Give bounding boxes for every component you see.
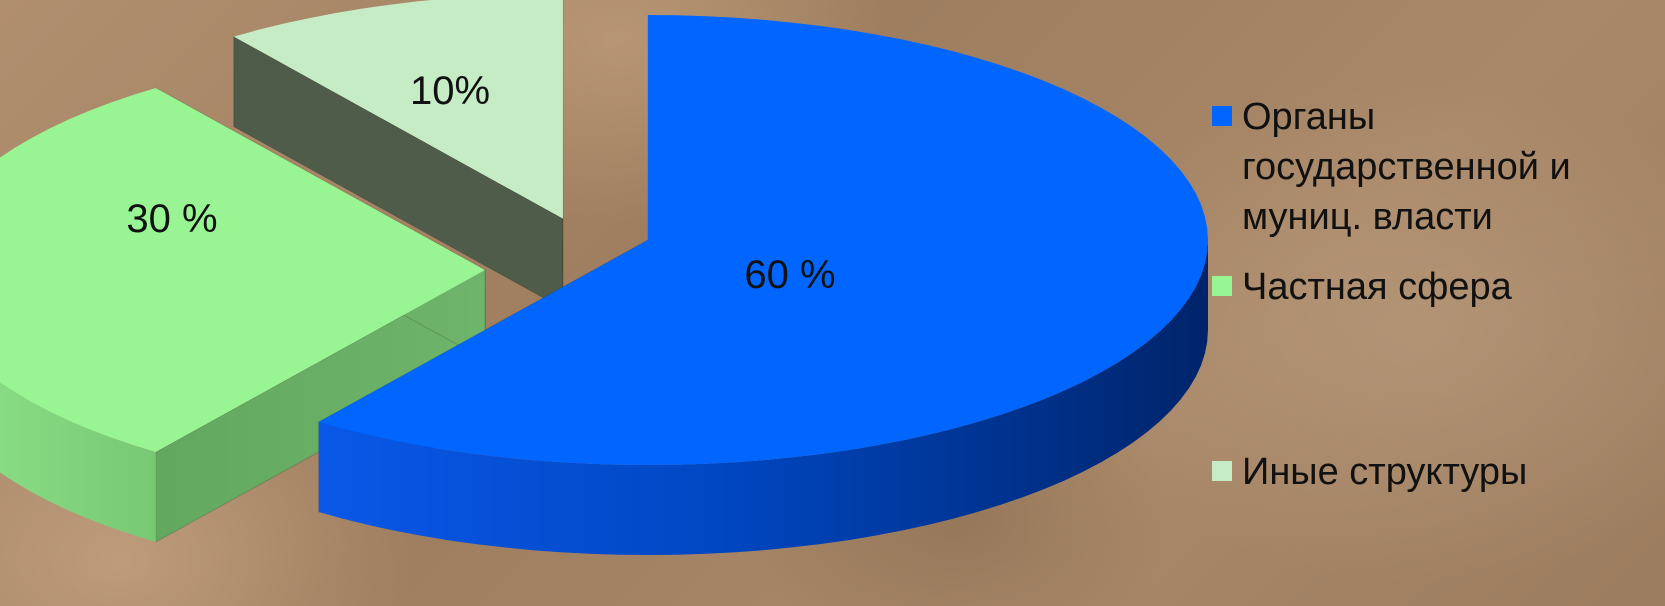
legend-swatch-gov: [1212, 106, 1232, 126]
slice-other-cut-0: [233, 35, 564, 310]
legend-label-gov: Органы государственной и муниц. власти: [1242, 96, 1571, 238]
legend-item-gov: Органы государственной и муниц. власти: [1212, 92, 1571, 242]
slice-label-gov: 60 %: [744, 253, 835, 297]
legend-item-other: Иные структуры: [1212, 447, 1527, 497]
slice-private-side-0: [0, 382, 156, 542]
slice-gov-top: [318, 15, 1208, 465]
slice-label-private: 30 %: [126, 197, 217, 241]
legend-swatch-other: [1212, 461, 1232, 481]
slice-label-other: 10%: [410, 69, 490, 113]
slice-private-top: [0, 88, 485, 452]
legend-item-private: Частная сфера: [1212, 262, 1512, 312]
legend-swatch-private: [1212, 276, 1232, 296]
slice-gov-side-0: [318, 240, 1208, 555]
slice-other-top: [233, 0, 563, 219]
legend-label-private: Частная сфера: [1242, 266, 1512, 308]
legend-label-other: Иные структуры: [1242, 451, 1528, 493]
